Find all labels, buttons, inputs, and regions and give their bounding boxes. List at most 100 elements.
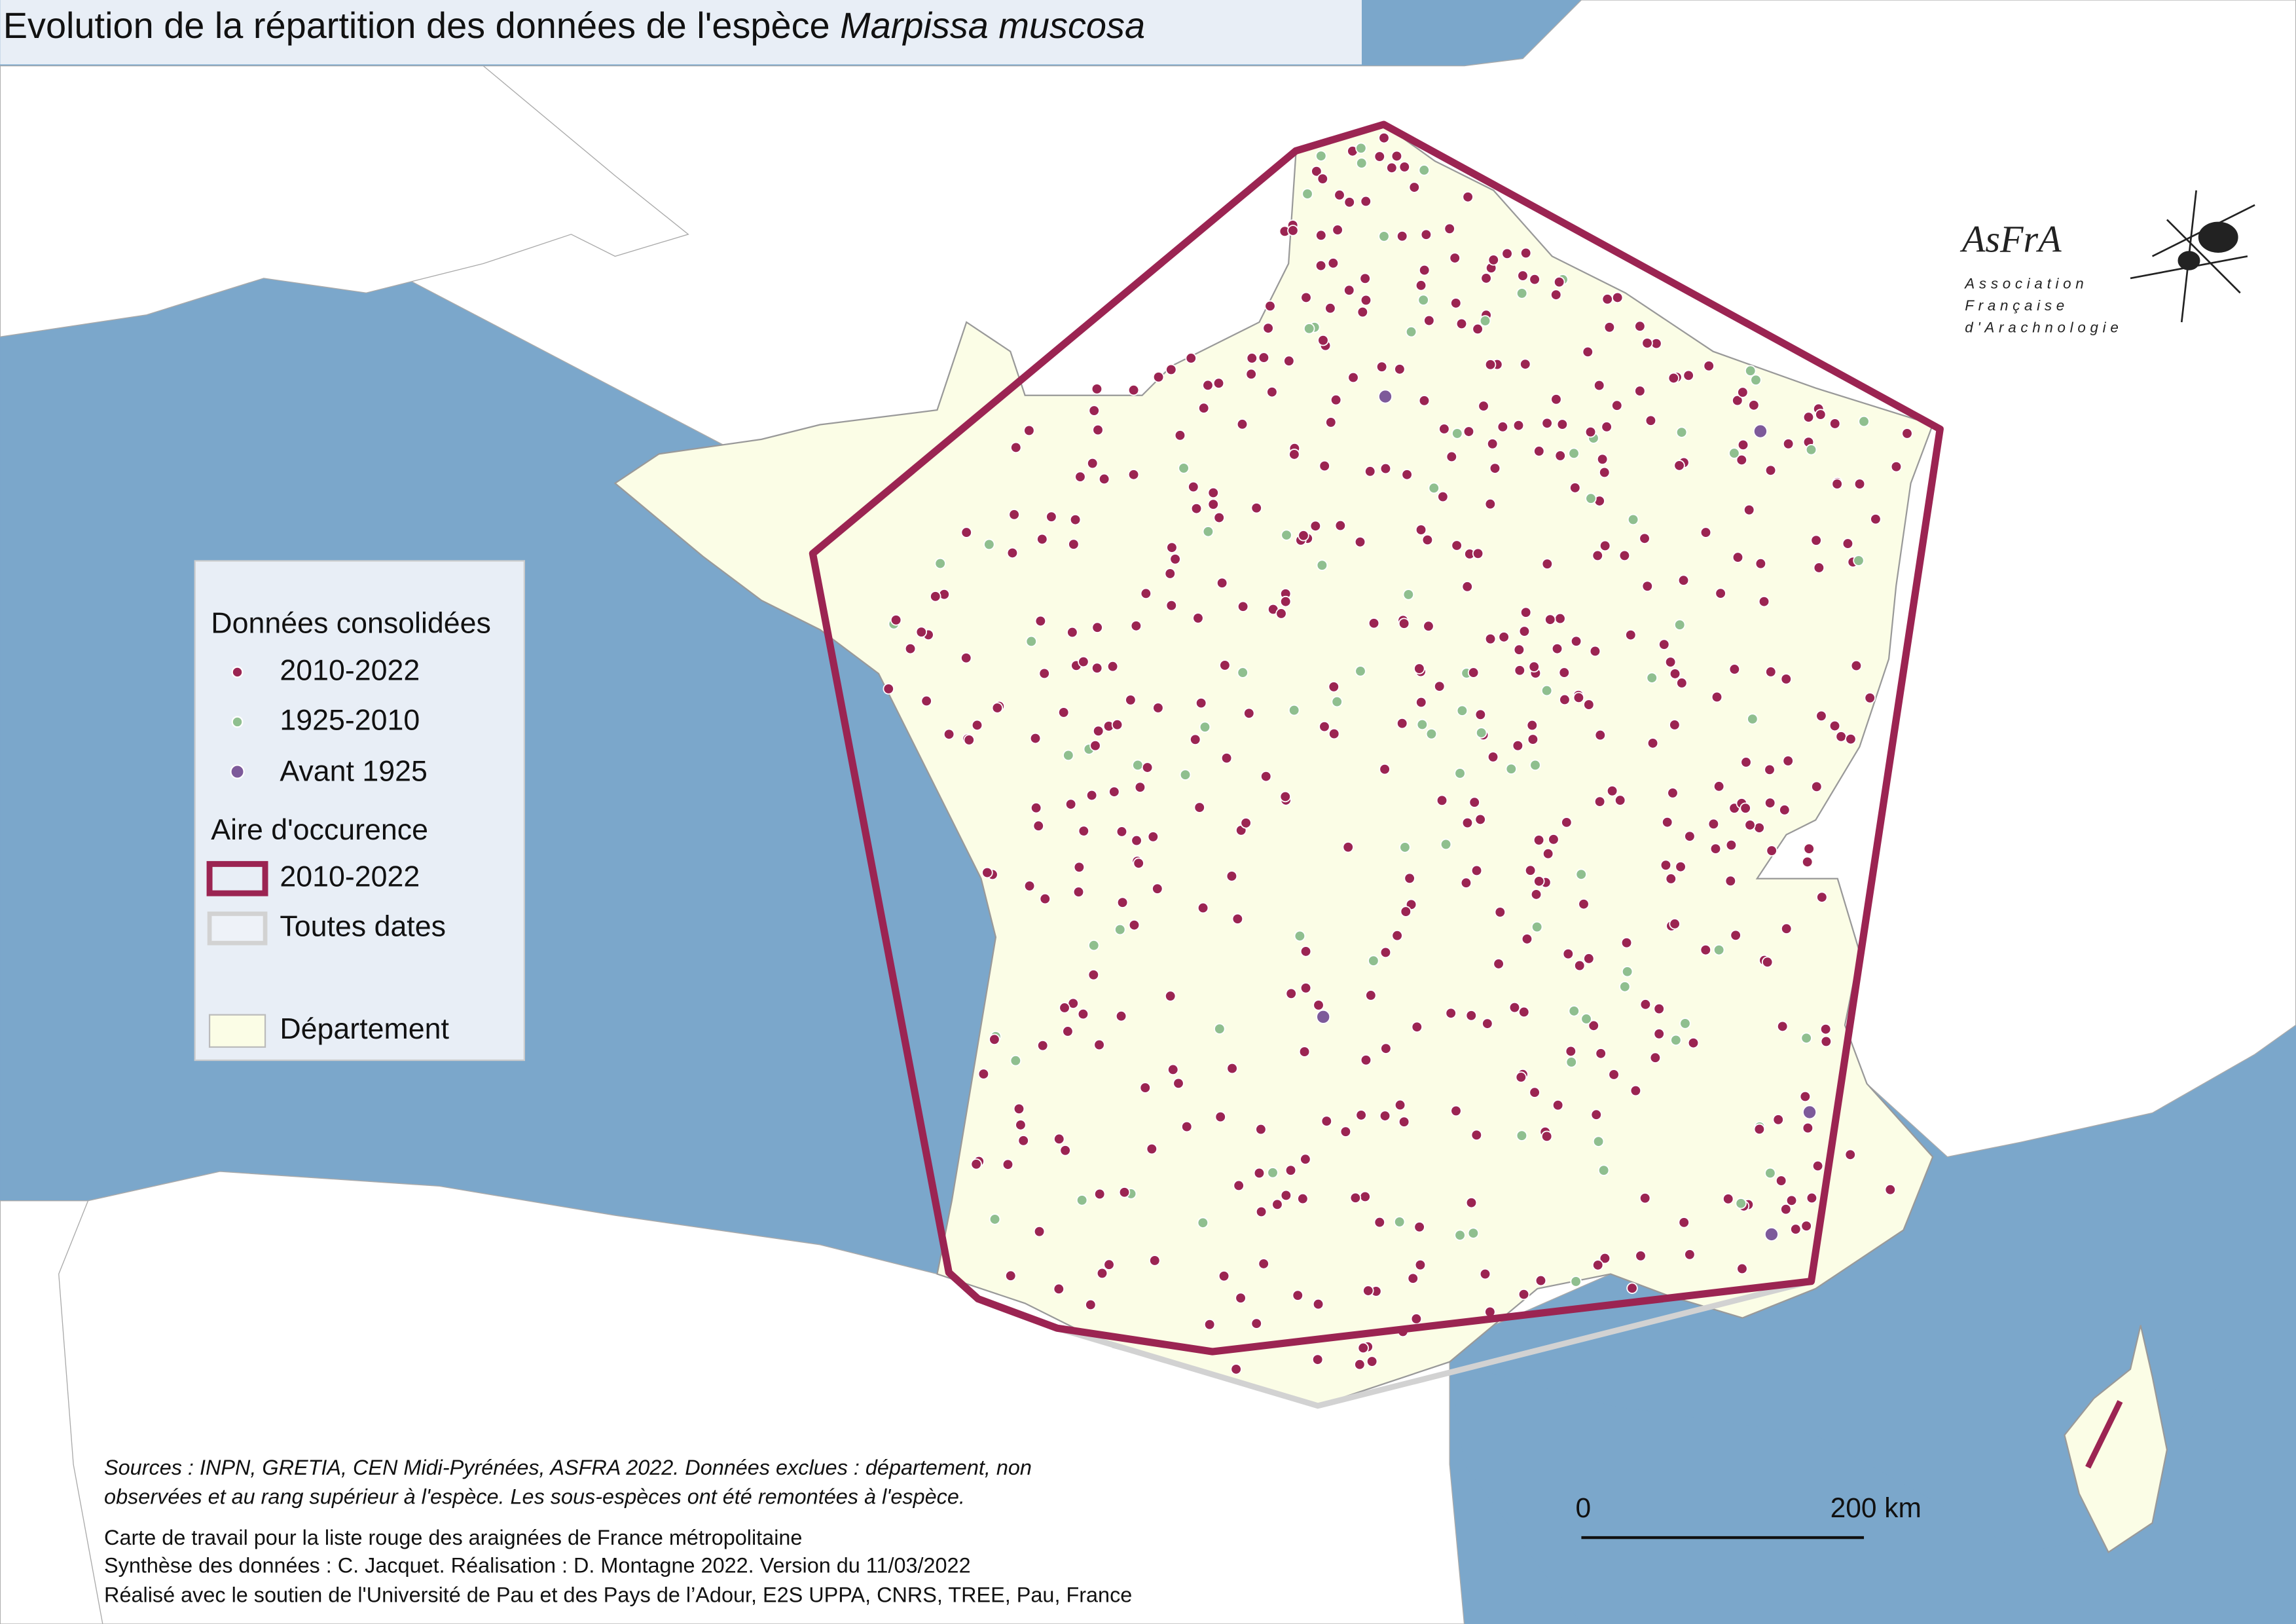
observation-dot	[1059, 1002, 1070, 1014]
observation-dot	[1253, 1167, 1266, 1179]
observation-dot	[1359, 272, 1371, 285]
observation-dot	[1218, 1270, 1230, 1282]
observation-dot	[1312, 1298, 1324, 1310]
observation-dot	[1415, 524, 1427, 536]
observation-dot	[1806, 1192, 1818, 1204]
observation-dot	[1455, 318, 1468, 330]
hull-2010-2022	[809, 120, 1944, 1356]
observation-dot	[1687, 1037, 1700, 1049]
observation-dot	[1173, 1077, 1184, 1090]
observation-dot	[1479, 1268, 1491, 1280]
observation-dot	[1725, 839, 1738, 851]
observation-dot	[1139, 1082, 1151, 1094]
observation-dot	[1262, 322, 1274, 334]
observation-dot	[1593, 379, 1605, 392]
observation-dot	[1594, 796, 1606, 807]
observation-dot	[1309, 520, 1322, 532]
observation-dot	[1780, 1203, 1792, 1215]
legend-item: 1925-2010	[280, 704, 420, 736]
observation-dot	[1641, 580, 1654, 592]
observation-dot	[1127, 384, 1140, 396]
observation-dot	[1423, 620, 1434, 632]
observation-dot	[1574, 959, 1586, 972]
observation-dot	[1425, 728, 1438, 740]
observation-dot	[1568, 447, 1580, 460]
observation-dot	[1327, 257, 1339, 269]
observation-dot	[1216, 577, 1228, 589]
observation-dot	[1552, 1099, 1564, 1111]
observation-dot	[930, 591, 941, 602]
observation-dot	[1437, 490, 1449, 503]
observation-dot	[1658, 638, 1670, 650]
observation-dot	[1493, 958, 1504, 970]
observation-dot	[1669, 719, 1681, 731]
observation-dot	[1250, 502, 1262, 514]
sources-note: observées et au rang supérieur à l'espèc…	[104, 1485, 965, 1509]
observation-dot	[1288, 449, 1300, 460]
corsica	[2064, 1325, 2168, 1554]
observation-dot	[1665, 873, 1677, 885]
observation-dot	[1748, 399, 1760, 411]
observation-dot	[1758, 595, 1770, 608]
observation-dot	[1524, 864, 1537, 876]
observation-dot	[1835, 731, 1847, 743]
observation-dot	[1038, 667, 1050, 680]
observation-dot	[1592, 1259, 1604, 1271]
observation-dot	[1255, 1206, 1267, 1218]
observation-dot	[1399, 841, 1411, 853]
observation-dot	[1190, 733, 1201, 746]
legend-heading: Aire d'occurence	[211, 814, 428, 846]
observation-dot	[1724, 875, 1737, 887]
observation-dot	[1355, 1109, 1367, 1121]
observation-dot	[1214, 1023, 1226, 1035]
observation-dot	[1316, 1009, 1331, 1024]
observation-dot	[1463, 426, 1475, 437]
observation-dot	[1243, 707, 1255, 719]
observation-dot	[1114, 923, 1126, 936]
observation-dot	[1374, 151, 1385, 162]
observation-dot	[1298, 1046, 1311, 1058]
observation-dot	[1829, 720, 1841, 732]
observation-dot	[1608, 1069, 1620, 1080]
observation-dot	[1518, 1288, 1530, 1301]
observation-dot	[1661, 816, 1673, 828]
observation-dot	[1619, 981, 1631, 993]
observation-dot	[1736, 454, 1748, 466]
observation-dot	[1550, 289, 1562, 301]
observation-dot	[1250, 1318, 1262, 1329]
observation-dot	[1467, 667, 1480, 678]
observation-dot	[1413, 663, 1425, 674]
observation-dot	[1853, 555, 1865, 566]
observations	[883, 132, 1913, 1375]
observation-dot	[1465, 1196, 1478, 1209]
observation-dot	[1799, 1090, 1812, 1103]
observation-dot	[1486, 438, 1499, 450]
observation-dot	[1379, 763, 1391, 775]
observation-dot	[1098, 473, 1110, 485]
observation-dot	[1450, 297, 1462, 309]
observation-dot	[1407, 1272, 1419, 1284]
observation-dot	[1115, 1010, 1127, 1022]
observation-dot	[1292, 1289, 1303, 1301]
observation-dot	[1470, 1129, 1483, 1141]
observation-dot	[1790, 1223, 1802, 1235]
observation-dot	[1036, 533, 1048, 545]
observation-dot	[1465, 1010, 1477, 1022]
observation-dot	[970, 1158, 982, 1170]
observation-dot	[1131, 834, 1142, 847]
observation-dot	[1684, 1249, 1696, 1261]
observation-dot	[1446, 451, 1458, 463]
observation-dot	[1573, 692, 1585, 704]
observation-dot	[934, 557, 946, 570]
observation-dot	[1207, 498, 1219, 510]
observation-dot	[1444, 223, 1455, 235]
observation-dot	[1002, 1158, 1014, 1170]
observation-dot	[1526, 719, 1539, 731]
observation-dot	[1023, 880, 1036, 892]
observation-dot	[1220, 752, 1233, 764]
observation-dot	[1484, 498, 1497, 510]
observation-dot	[1870, 513, 1882, 525]
observation-dot	[1053, 1133, 1065, 1145]
observation-dot	[1802, 1105, 1817, 1120]
observation-dot	[1328, 681, 1340, 693]
